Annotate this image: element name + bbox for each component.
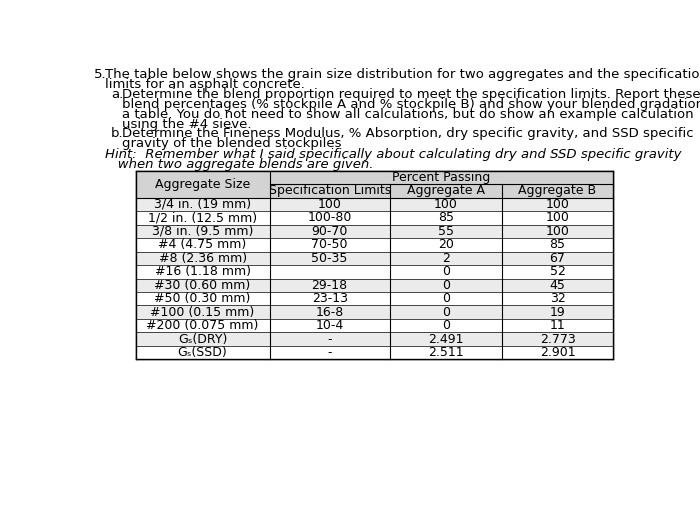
Text: 2.511: 2.511 — [428, 346, 463, 359]
Text: Percent Passing: Percent Passing — [392, 171, 491, 184]
Bar — [136, 333, 613, 346]
Text: 2: 2 — [442, 252, 450, 265]
Text: -: - — [328, 346, 332, 359]
Bar — [136, 292, 613, 306]
Text: 100-80: 100-80 — [307, 211, 352, 224]
Text: 45: 45 — [550, 279, 566, 292]
Text: 85: 85 — [550, 238, 566, 251]
Text: 100: 100 — [318, 198, 342, 211]
Text: Hint:  Remember what I said specifically about calculating dry and SSD specific : Hint: Remember what I said specifically … — [104, 148, 681, 161]
Text: #50 (0.30 mm): #50 (0.30 mm) — [155, 292, 251, 305]
Text: a table. You do not need to show all calculations, but do show an example calcul: a table. You do not need to show all cal… — [122, 108, 693, 121]
Bar — [136, 198, 613, 211]
Bar — [136, 238, 613, 252]
Text: 23-13: 23-13 — [312, 292, 348, 305]
Text: 11: 11 — [550, 319, 566, 332]
Text: #16 (1.18 mm): #16 (1.18 mm) — [155, 265, 251, 278]
Text: 100: 100 — [434, 198, 458, 211]
Text: Aggregate B: Aggregate B — [519, 184, 596, 197]
Bar — [136, 265, 613, 279]
Text: #8 (2.36 mm): #8 (2.36 mm) — [158, 252, 246, 265]
Bar — [136, 346, 613, 359]
Text: The table below shows the grain size distribution for two aggregates and the spe: The table below shows the grain size dis… — [104, 68, 700, 81]
Bar — [136, 252, 613, 265]
Text: 0: 0 — [442, 292, 450, 305]
Text: 52: 52 — [550, 265, 566, 278]
Bar — [136, 171, 613, 198]
Text: 5.: 5. — [94, 68, 106, 81]
Text: 3/4 in. (19 mm): 3/4 in. (19 mm) — [154, 198, 251, 211]
Text: blend percentages (% stockpile A and % stockpile B) and show your blended gradat: blend percentages (% stockpile A and % s… — [122, 97, 700, 110]
Text: 10-4: 10-4 — [316, 319, 344, 332]
Text: 19: 19 — [550, 306, 566, 319]
Text: Gₛ(DRY): Gₛ(DRY) — [178, 333, 228, 346]
Text: 0: 0 — [442, 319, 450, 332]
Text: gravity of the blended stockpiles: gravity of the blended stockpiles — [122, 137, 341, 150]
Text: 0: 0 — [442, 265, 450, 278]
Bar — [136, 306, 613, 319]
Text: 85: 85 — [438, 211, 454, 224]
Text: 90-70: 90-70 — [312, 225, 348, 238]
Text: 16-8: 16-8 — [316, 306, 344, 319]
Text: -: - — [328, 333, 332, 346]
Text: 67: 67 — [550, 252, 566, 265]
Text: Gₛ(SSD): Gₛ(SSD) — [178, 346, 228, 359]
Text: a.: a. — [111, 88, 123, 100]
Text: b.: b. — [111, 127, 123, 140]
Text: using the #4 sieve.: using the #4 sieve. — [122, 118, 251, 131]
Text: #30 (0.60 mm): #30 (0.60 mm) — [155, 279, 251, 292]
Bar — [136, 225, 613, 238]
Text: 0: 0 — [442, 279, 450, 292]
Text: Aggregate Size: Aggregate Size — [155, 178, 250, 191]
Text: 3/8 in. (9.5 mm): 3/8 in. (9.5 mm) — [152, 225, 253, 238]
Text: 20: 20 — [438, 238, 454, 251]
Text: Determine the Fineness Modulus, % Absorption, dry specific gravity, and SSD spec: Determine the Fineness Modulus, % Absorp… — [122, 127, 693, 140]
Bar — [136, 211, 613, 225]
Text: Determine the blend proportion required to meet the specification limits. Report: Determine the blend proportion required … — [122, 88, 700, 100]
Text: 55: 55 — [438, 225, 454, 238]
Text: limits for an asphalt concrete.: limits for an asphalt concrete. — [104, 78, 304, 91]
Text: 100: 100 — [545, 211, 570, 224]
Text: #100 (0.15 mm): #100 (0.15 mm) — [150, 306, 255, 319]
Text: 100: 100 — [545, 198, 570, 211]
Text: 2.773: 2.773 — [540, 333, 575, 346]
Text: 0: 0 — [442, 306, 450, 319]
Bar — [136, 319, 613, 333]
Text: 2.491: 2.491 — [428, 333, 463, 346]
Text: Aggregate A: Aggregate A — [407, 184, 485, 197]
Text: #4 (4.75 mm): #4 (4.75 mm) — [158, 238, 246, 251]
Bar — [136, 279, 613, 292]
Text: 100: 100 — [545, 225, 570, 238]
Text: Specification Limits: Specification Limits — [269, 184, 391, 197]
Text: 50-35: 50-35 — [312, 252, 348, 265]
Text: 70-50: 70-50 — [312, 238, 348, 251]
Text: 29-18: 29-18 — [312, 279, 348, 292]
Text: #200 (0.075 mm): #200 (0.075 mm) — [146, 319, 259, 332]
Text: 1/2 in. (12.5 mm): 1/2 in. (12.5 mm) — [148, 211, 257, 224]
Text: 2.901: 2.901 — [540, 346, 575, 359]
Text: when two aggregate blends are given.: when two aggregate blends are given. — [104, 157, 373, 170]
Text: 32: 32 — [550, 292, 566, 305]
Bar — [136, 171, 613, 359]
